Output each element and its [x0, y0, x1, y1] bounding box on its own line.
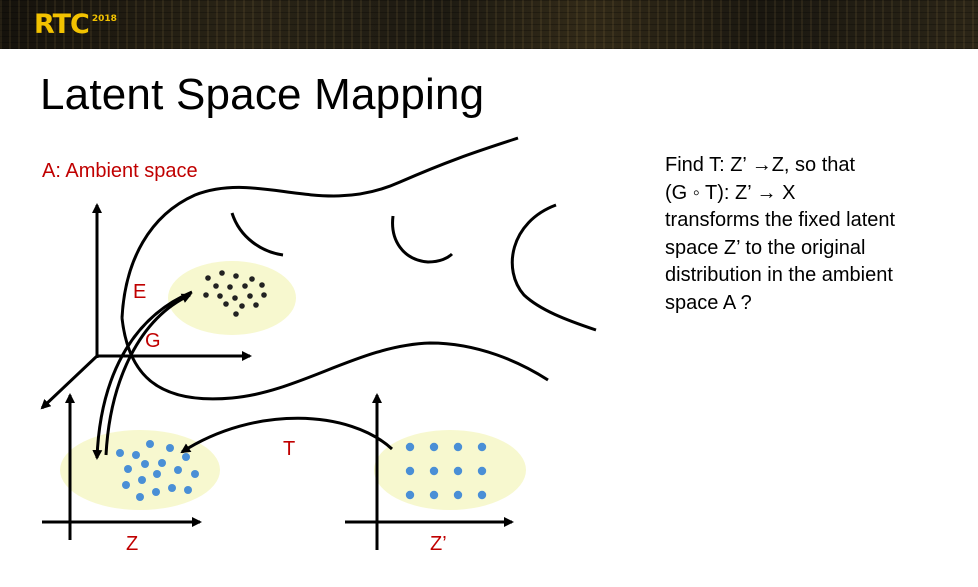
generator-label: G — [145, 330, 161, 352]
z-prime-label: Z’ — [430, 533, 447, 555]
z-dots — [116, 440, 199, 501]
city-background-texture — [0, 0, 978, 49]
manifold-right-curve — [510, 203, 597, 332]
manifold-inner-curve — [230, 212, 284, 257]
logo-text: RTC — [34, 9, 90, 40]
z-axes — [42, 393, 202, 540]
ambient-z-axis — [40, 354, 99, 410]
description-line: space A ? — [665, 291, 752, 314]
encoder-arrow — [104, 293, 192, 456]
ambient-distribution-blob — [168, 261, 296, 335]
description-text: Find T: Z’ →Z, so that (G ◦ T): Z’ → X t… — [665, 152, 970, 317]
manifold-mid-curve — [391, 215, 454, 264]
rtc-logo: RTC 2018 — [34, 8, 117, 42]
z-prime-dots — [405, 442, 487, 500]
transform-label: T — [283, 438, 295, 460]
header-band: RTC 2018 — [0, 0, 978, 49]
description-line: Find T: Z’ →Z, so that — [665, 154, 856, 176]
z-prime-distribution-blob — [374, 430, 526, 510]
manifold-lower-curve — [120, 317, 549, 401]
description-line: transforms the fixed latent — [665, 209, 896, 231]
ambient-space-label: A: Ambient space — [42, 160, 198, 182]
manifold-curves — [120, 136, 597, 401]
description-line: (G ◦ T): Z’ → X — [665, 181, 796, 204]
transform-arrow — [180, 416, 394, 454]
manifold-upper-curve — [120, 136, 519, 319]
ambient-dots — [203, 270, 267, 317]
z-prime-axes — [345, 393, 514, 550]
page-title: Latent Space Mapping — [40, 70, 485, 119]
description-line: distribution in the ambient — [665, 264, 893, 286]
generator-arrow — [92, 290, 193, 460]
logo-year: 2018 — [91, 14, 117, 24]
z-label: Z — [126, 533, 138, 555]
encoder-label: E — [133, 281, 146, 303]
description-line: space Z’ to the original — [665, 236, 866, 259]
